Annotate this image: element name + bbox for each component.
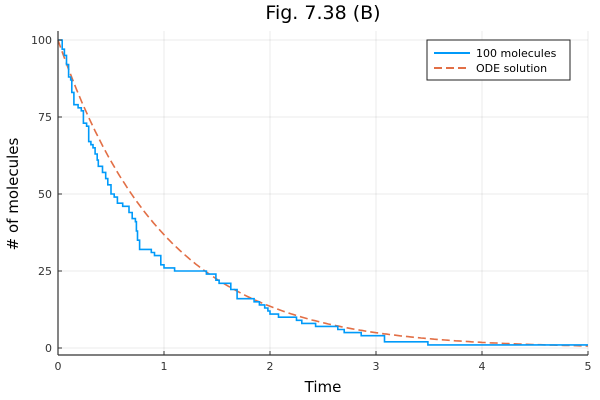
- y-tick-label: 0: [45, 342, 52, 355]
- chart-title: Fig. 7.38 (B): [265, 2, 380, 24]
- molecules-step-line: [58, 39, 588, 346]
- legend-label-ode-solution: ODE solution: [476, 62, 547, 75]
- x-tick-label: 0: [55, 360, 62, 373]
- y-tick-label: 50: [38, 188, 52, 201]
- legend-label-100-molecules: 100 molecules: [476, 47, 557, 60]
- x-tick-label: 5: [585, 360, 592, 373]
- x-tick-label: 2: [267, 360, 274, 373]
- y-tick-label: 100: [31, 34, 52, 47]
- x-axis-label: Time: [304, 378, 342, 396]
- legend-box: [426, 39, 571, 81]
- x-tick-label: 1: [161, 360, 168, 373]
- x-tick-label: 4: [479, 360, 486, 373]
- ode-solution-line: [57, 39, 588, 347]
- y-tick-label: 75: [38, 111, 52, 124]
- legend: 100 molecules ODE solution: [426, 39, 571, 81]
- x-tick-label: 3: [373, 360, 380, 373]
- y-tick-label: 25: [38, 265, 52, 278]
- series-100-molecules: [58, 39, 588, 346]
- grid: [57, 31, 589, 355]
- y-axis-label: # of molecules: [4, 137, 22, 250]
- series-ode-solution: [57, 39, 588, 347]
